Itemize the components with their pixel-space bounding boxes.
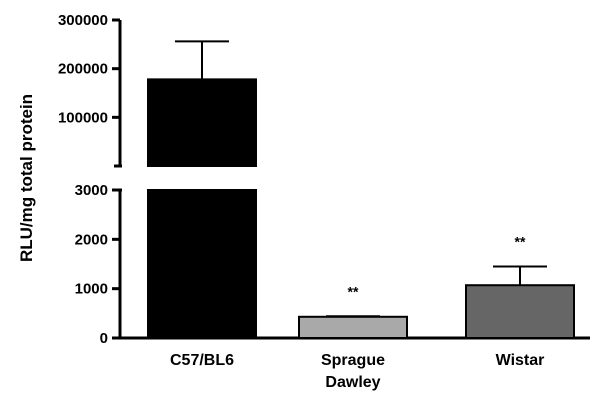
y-tick-label: 200000	[58, 61, 108, 78]
y-tick-label: 300000	[58, 12, 108, 29]
bar	[298, 315, 408, 339]
significance-label: **	[515, 233, 526, 249]
bars	[147, 40, 575, 340]
bar	[465, 284, 575, 340]
y-tick-label: 0	[100, 330, 108, 347]
y-tick-label: 100000	[58, 109, 108, 126]
significance-label: **	[348, 283, 359, 299]
y-tick-label: 2000	[75, 231, 108, 248]
y-tick-label: 3000	[75, 182, 108, 199]
x-tick-label: Wistar	[496, 352, 545, 369]
bar-lower-segment	[147, 189, 257, 339]
bar-upper-segment	[147, 78, 257, 167]
x-tick-label: C57/BL6	[170, 352, 234, 369]
y-tick-label: 1000	[75, 281, 108, 298]
y-axis-title: RLU/mg total protein	[17, 94, 36, 262]
labels: C57/BL6 ** Sprague Dawley ** Wistar	[170, 233, 544, 391]
x-tick-label: Dawley	[325, 374, 380, 391]
x-tick-label: Sprague	[321, 352, 385, 369]
